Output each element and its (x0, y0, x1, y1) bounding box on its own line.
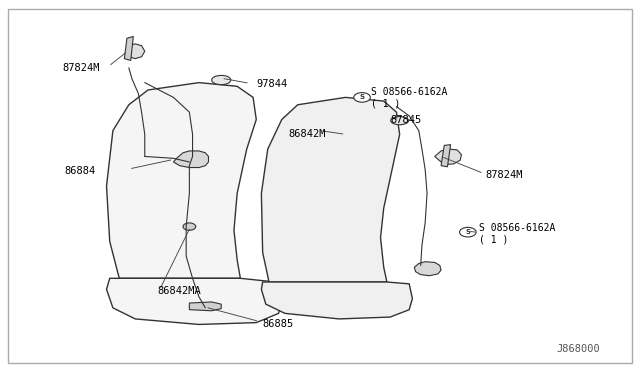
Text: J868000: J868000 (557, 344, 600, 354)
Polygon shape (189, 302, 221, 311)
Polygon shape (414, 262, 441, 276)
Text: S: S (360, 94, 365, 100)
Ellipse shape (391, 116, 408, 125)
Circle shape (183, 223, 196, 230)
Text: 87845: 87845 (390, 115, 421, 125)
Text: 86842M: 86842M (288, 129, 326, 139)
Polygon shape (261, 282, 412, 319)
Text: 97844: 97844 (256, 80, 287, 89)
Text: 87824M: 87824M (63, 63, 100, 73)
Polygon shape (261, 97, 399, 282)
Ellipse shape (212, 76, 231, 85)
Text: 86842MA: 86842MA (157, 286, 201, 296)
Polygon shape (124, 36, 133, 61)
Polygon shape (173, 151, 209, 167)
Text: 86884: 86884 (65, 166, 96, 176)
Text: S: S (465, 229, 470, 235)
Text: 87824M: 87824M (486, 170, 523, 180)
Circle shape (460, 227, 476, 237)
Text: 86885: 86885 (262, 320, 294, 330)
Polygon shape (125, 44, 145, 59)
Polygon shape (435, 149, 461, 164)
Polygon shape (441, 145, 451, 167)
Text: S 08566-6162A
( 1 ): S 08566-6162A ( 1 ) (371, 87, 447, 108)
Circle shape (354, 93, 371, 102)
Text: S 08566-6162A
( 1 ): S 08566-6162A ( 1 ) (479, 223, 556, 245)
Polygon shape (106, 83, 256, 278)
Polygon shape (106, 278, 282, 324)
